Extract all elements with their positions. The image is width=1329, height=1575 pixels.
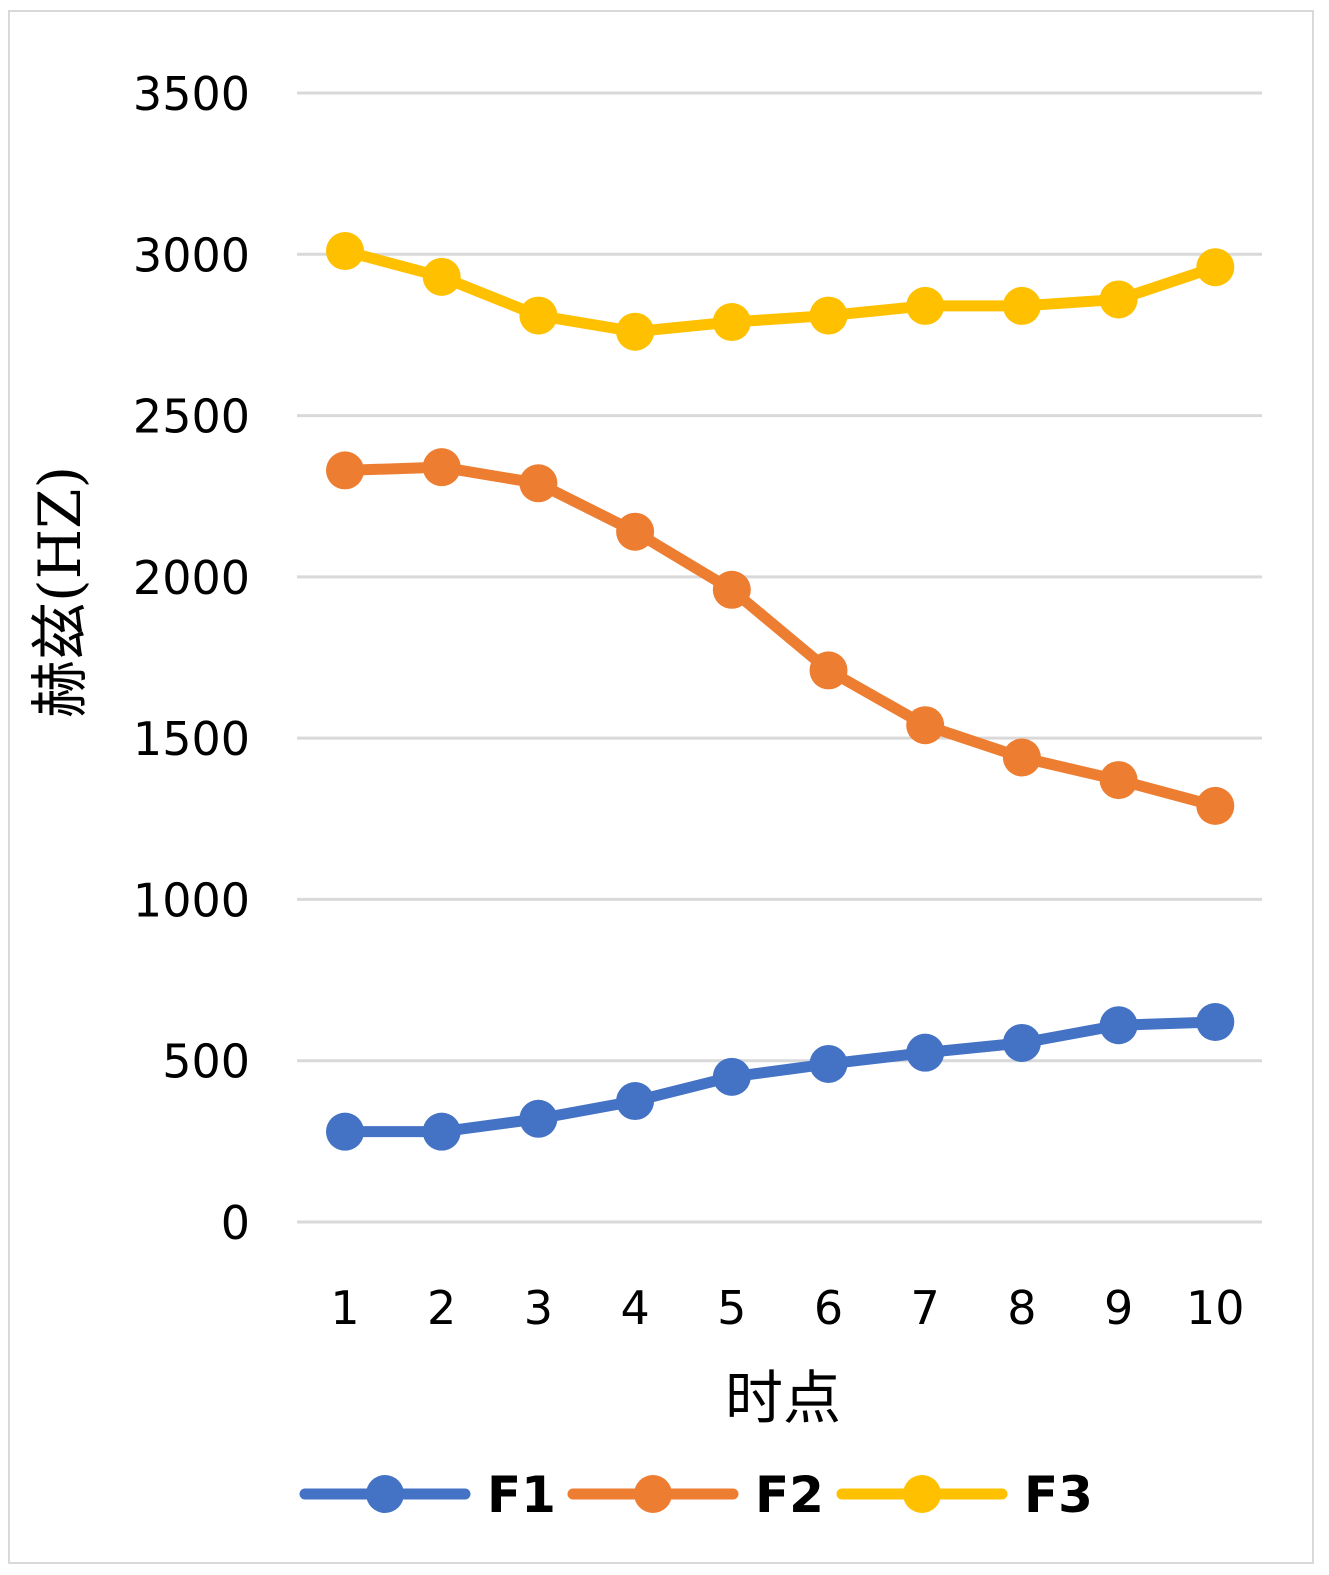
data-point	[906, 706, 945, 745]
y-tick-label: 1500	[133, 712, 250, 766]
series-group	[326, 232, 1235, 1151]
legend-item-f1: F1	[299, 1466, 556, 1524]
x-tick-label: 10	[1186, 1281, 1245, 1335]
legend-item-f3: F3	[836, 1466, 1093, 1524]
data-point	[422, 257, 461, 296]
x-tick-label: 5	[717, 1281, 746, 1335]
legend-marker	[903, 1475, 941, 1513]
series-line	[339, 461, 1221, 812]
data-point	[519, 464, 558, 503]
data-point	[1196, 786, 1235, 825]
data-point	[809, 1044, 848, 1083]
x-axis-title: 时点	[725, 1364, 841, 1432]
data-point	[1099, 280, 1138, 319]
x-tick-label: 7	[911, 1281, 940, 1335]
data-point	[809, 296, 848, 335]
series-line	[339, 1016, 1221, 1138]
data-point	[422, 448, 461, 487]
chart-frame	[8, 10, 1314, 1564]
data-point	[326, 232, 364, 271]
x-tick-label: 8	[1007, 1281, 1036, 1335]
x-tick-label: 6	[814, 1281, 843, 1335]
legend-marker	[634, 1475, 672, 1513]
data-point	[809, 651, 848, 690]
data-point	[906, 286, 945, 325]
data-point	[712, 303, 751, 342]
x-tick-label: 1	[330, 1281, 359, 1335]
x-tick-label: 2	[427, 1281, 456, 1335]
data-point	[616, 512, 655, 551]
y-axis-title: 赫兹(HZ)	[26, 466, 94, 718]
series-line	[339, 245, 1221, 338]
data-point	[616, 1082, 655, 1121]
legend-marker	[366, 1475, 404, 1513]
y-tick-label: 3000	[133, 228, 250, 282]
y-axis-ticks: 0 500 1000 1500 2000 2500 3000 3500	[133, 67, 250, 1250]
y-tick-label: 2000	[133, 551, 250, 605]
x-tick-label: 3	[524, 1281, 553, 1335]
y-tick-label: 2500	[133, 390, 250, 444]
data-point	[1099, 1006, 1138, 1045]
y-tick-label: 3500	[133, 67, 250, 121]
x-tick-label: 4	[620, 1281, 649, 1335]
data-point	[712, 1057, 751, 1096]
data-point	[1196, 248, 1235, 287]
series-f3	[326, 232, 1235, 351]
data-point	[1099, 761, 1138, 800]
data-point	[1196, 1003, 1235, 1042]
data-point	[1002, 738, 1041, 777]
gridlines	[297, 91, 1262, 1224]
legend-label: F3	[1024, 1466, 1093, 1524]
data-point	[616, 312, 655, 351]
data-point	[422, 1112, 461, 1151]
legend-label: F1	[487, 1466, 556, 1524]
y-tick-label: 500	[162, 1035, 250, 1089]
data-point	[906, 1033, 945, 1072]
legend-label: F2	[755, 1466, 824, 1524]
x-axis-ticks: 1 2 3 4 5 6 7 8 9 10	[330, 1281, 1244, 1335]
data-point	[326, 451, 364, 490]
data-point	[1002, 1023, 1041, 1062]
data-point	[1002, 286, 1041, 325]
data-point	[519, 1099, 558, 1138]
legend-item-f2: F2	[567, 1466, 824, 1524]
data-point	[712, 570, 751, 609]
data-point	[326, 1112, 364, 1151]
y-tick-label: 1000	[133, 873, 250, 927]
data-point	[519, 296, 558, 335]
series-f1	[326, 1003, 1235, 1151]
legend: F1 F2 F3	[299, 1466, 1093, 1524]
x-tick-label: 9	[1104, 1281, 1133, 1335]
series-f2	[326, 448, 1235, 825]
y-tick-label: 0	[221, 1196, 250, 1250]
